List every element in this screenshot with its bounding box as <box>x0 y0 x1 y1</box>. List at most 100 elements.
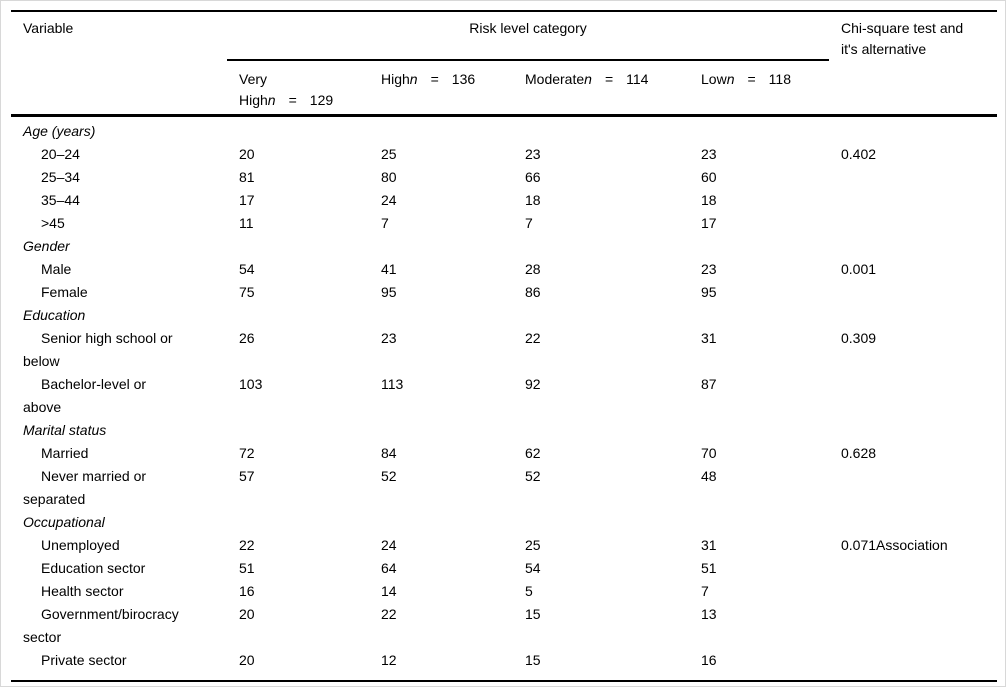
chi-value <box>829 603 997 649</box>
n-symbol: n <box>584 71 592 87</box>
subheader-count: 114 <box>626 71 649 87</box>
chi-value <box>829 189 997 212</box>
cell-value: 20 <box>239 605 255 622</box>
empty-cell <box>227 511 369 534</box>
group-label: Gender <box>23 237 70 254</box>
cell-value: 64 <box>381 559 397 576</box>
chi-value <box>829 212 997 235</box>
row-label-line: separated <box>23 490 86 507</box>
group-row: Age (years) <box>11 115 997 143</box>
cell-value: 72 <box>239 444 255 461</box>
table-row: Male 54 41 28 23 0.001 <box>11 258 997 281</box>
cell-value: 48 <box>701 467 717 484</box>
cell-value: 92 <box>525 375 541 392</box>
row-label-line: Government/birocracy <box>41 605 179 622</box>
subheader-count: 136 <box>451 71 476 87</box>
empty-cell <box>513 511 689 534</box>
subheader-label: Low <box>701 71 727 87</box>
cell-value: 20 <box>239 145 255 162</box>
column-header-variable: Variable <box>23 20 74 36</box>
cell-value: 54 <box>239 260 255 277</box>
row-label: Never married or separated <box>11 465 227 511</box>
cell-value: 12 <box>381 651 397 668</box>
cell-value: 16 <box>239 582 255 599</box>
row-label-line: Health sector <box>41 582 124 599</box>
row-label: Health sector <box>11 580 227 603</box>
row-label-line: Married <box>41 444 89 461</box>
cell-value: 84 <box>381 444 397 461</box>
cell-value: 54 <box>525 559 541 576</box>
row-label: Education sector <box>11 557 227 580</box>
cell-value: 15 <box>525 605 541 622</box>
cell-value: 25 <box>381 145 397 162</box>
row-label-line: sector <box>23 628 62 645</box>
cell-value: 75 <box>239 283 255 300</box>
empty-cell <box>369 115 513 143</box>
cell-value: 70 <box>701 444 717 461</box>
cell-value: 87 <box>701 375 717 392</box>
cell-value: 24 <box>381 536 397 553</box>
chi-value <box>829 281 997 304</box>
cell-value: 52 <box>525 467 541 484</box>
row-label-line: Female <box>41 283 88 300</box>
row-label: Private sector <box>11 649 227 681</box>
subheader-count: 118 <box>768 71 791 87</box>
table-row: Government/birocracy sector 20 22 15 13 <box>11 603 997 649</box>
row-label-line: below <box>23 352 60 369</box>
column-header-risk-level-category: Risk level category <box>227 11 829 61</box>
subheader-moderate: Moderaten = 114 <box>513 60 689 117</box>
chi-value: 0.001 <box>841 260 877 277</box>
row-label-line: Bachelor-level or <box>41 375 147 392</box>
row-label: 20–24 <box>11 143 227 166</box>
chi-header-line2: it's alternative <box>841 41 927 57</box>
subheader-label: Moderate <box>525 71 585 87</box>
row-label: Married <box>11 442 227 465</box>
cell-value: 52 <box>381 467 397 484</box>
subheader-high: Highn = 136 <box>369 60 513 117</box>
cell-value: 22 <box>525 329 541 346</box>
table-row: 25–34 81 80 66 60 <box>11 166 997 189</box>
row-label: 35–44 <box>11 189 227 212</box>
group-label: Marital status <box>23 421 107 438</box>
group-row: Marital status <box>11 419 997 442</box>
empty-cell <box>369 304 513 327</box>
chi-value <box>829 649 997 681</box>
chi-value: 0.402 <box>841 145 877 162</box>
row-label-line: Male <box>41 260 72 277</box>
cell-value: 17 <box>701 214 717 231</box>
equals-sign: = <box>430 71 439 87</box>
chi-square-table: Variable Risk level category Chi-square … <box>11 10 997 682</box>
cell-value: 23 <box>701 260 717 277</box>
subheader-label: High <box>239 92 268 108</box>
empty-cell <box>227 235 369 258</box>
cell-value: 22 <box>381 605 397 622</box>
empty-cell <box>513 235 689 258</box>
cell-value: 60 <box>701 168 717 185</box>
row-label-line: Unemployed <box>41 536 120 553</box>
empty-cell <box>369 511 513 534</box>
empty-cell <box>829 419 997 442</box>
cell-value: 31 <box>701 329 717 346</box>
table-row: Bachelor-level or above 103 113 92 87 <box>11 373 997 419</box>
chi-value: 0.071Association <box>841 536 948 553</box>
empty-cell <box>369 419 513 442</box>
cell-value: 18 <box>701 191 717 208</box>
table-row: Health sector 16 14 5 7 <box>11 580 997 603</box>
row-label-line: 35–44 <box>41 191 80 208</box>
cell-value: 22 <box>239 536 255 553</box>
cell-value: 18 <box>525 191 541 208</box>
cell-value: 7 <box>701 582 709 599</box>
chi-value: 0.628 <box>841 444 877 461</box>
subheader-label-line: Highn = 129 <box>239 90 365 111</box>
subheader-count: 129 <box>309 92 334 108</box>
cell-value: 31 <box>701 536 717 553</box>
header-row-subcolumns: Very Highn = 129 High n = 136 Moderaten = 114 L… <box>11 60 997 117</box>
row-label: 25–34 <box>11 166 227 189</box>
subheader-very-high: Very Highn = 129 <box>227 60 369 117</box>
row-label: Senior high school or below <box>11 327 227 373</box>
chi-value: 0.309 <box>841 329 877 346</box>
empty-cell <box>689 235 829 258</box>
row-label-line: 25–34 <box>41 168 80 185</box>
row-label-line: >45 <box>41 214 65 231</box>
empty-cell <box>829 235 997 258</box>
